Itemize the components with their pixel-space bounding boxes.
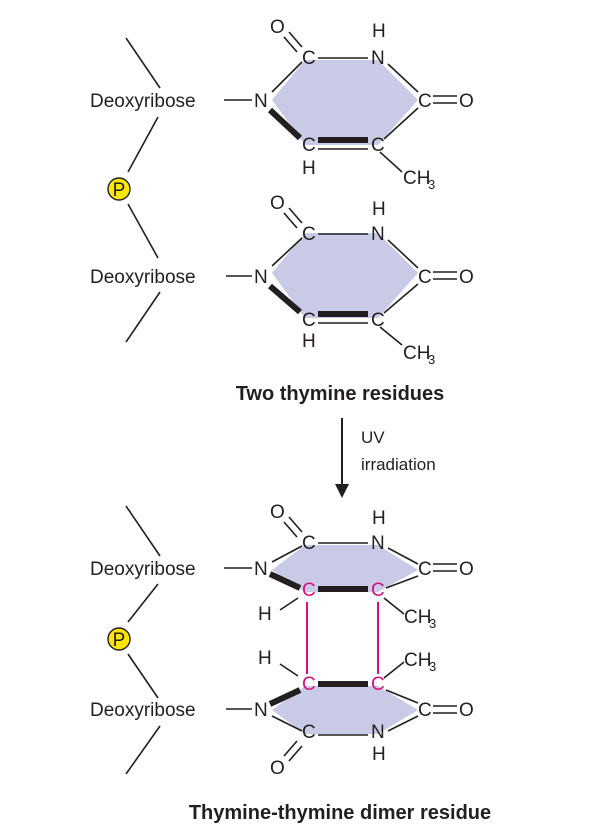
thymine-residue-1: Deoxyribose N C O N H C O C C H CH 3 (90, 17, 474, 192)
atom-c6: C (302, 135, 316, 156)
atom-c4: C (418, 267, 432, 288)
atom-c6-magenta: C (302, 674, 316, 695)
atom-c4: C (418, 700, 432, 721)
atom-c2: C (302, 48, 316, 69)
atom-c6: C (302, 310, 316, 331)
atom-h3: H (372, 508, 386, 529)
atom-c5: C (371, 135, 385, 156)
methyl-1-sub: 3 (428, 177, 435, 192)
cyclobutane-bonds (306, 602, 379, 674)
atom-o2: O (270, 17, 285, 38)
atom-n3: N (371, 224, 385, 245)
atom-n1: N (254, 267, 268, 288)
phosphate-label: P (113, 180, 126, 201)
deoxyribose-label-1: Deoxyribose (90, 91, 196, 112)
methyl-4-sub: 3 (429, 659, 436, 674)
atom-c5: C (371, 310, 385, 331)
uv-label: UV (361, 428, 385, 447)
phosphate-top: P (107, 177, 131, 201)
thymine-residue-2: Deoxyribose N C O N H C O C C H CH 3 (90, 193, 474, 367)
deoxyribose-label-3: Deoxyribose (90, 559, 196, 580)
atom-c4: C (418, 91, 432, 112)
atom-o4: O (459, 559, 474, 580)
atom-o2: O (270, 758, 285, 779)
atom-c2: C (302, 722, 316, 743)
methyl-3-ch: CH (404, 607, 431, 628)
atom-n3: N (371, 722, 385, 743)
atom-n1: N (254, 91, 268, 112)
atom-h6: H (302, 158, 316, 179)
backbone-bottom (125, 505, 161, 775)
caption-two-thymine-residues: Two thymine residues (236, 383, 445, 405)
atom-n3: N (371, 48, 385, 69)
methyl-3-sub: 3 (429, 616, 436, 631)
atom-c5-magenta: C (371, 580, 385, 601)
atom-n3: N (371, 533, 385, 554)
backbone-top (125, 37, 161, 343)
phosphate-bottom: P (107, 627, 131, 651)
atom-c4: C (418, 559, 432, 580)
atom-c2: C (302, 533, 316, 554)
caption-thymine-dimer-residue: Thymine-thymine dimer residue (189, 802, 491, 824)
methyl-1-ch: CH (403, 168, 430, 189)
irradiation-label: irradiation (361, 455, 436, 474)
atom-o4: O (459, 700, 474, 721)
atom-c5-magenta: C (371, 674, 385, 695)
atom-o4: O (459, 267, 474, 288)
atom-h3: H (372, 199, 386, 220)
atom-c2: C (302, 224, 316, 245)
methyl-2-ch: CH (403, 343, 430, 364)
methyl-4-ch: CH (404, 650, 431, 671)
atom-h6: H (302, 331, 316, 352)
atom-h3: H (372, 21, 386, 42)
atom-c6-magenta: C (302, 580, 316, 601)
atom-n1: N (254, 559, 268, 580)
atom-n1: N (254, 700, 268, 721)
methyl-2-sub: 3 (428, 352, 435, 367)
atom-o4: O (459, 91, 474, 112)
atom-h3: H (372, 744, 386, 765)
phosphate-label: P (113, 630, 126, 651)
dimer-ring-top: Deoxyribose N C O N H C O C C H CH 3 (90, 502, 474, 631)
atom-h6: H (258, 604, 272, 625)
dimer-ring-bottom: H C C CH 3 Deoxyribose N C O C O N H (90, 648, 474, 779)
uv-arrow (335, 418, 349, 498)
atom-o2: O (270, 502, 285, 523)
atom-h6: H (258, 648, 272, 669)
deoxyribose-label-4: Deoxyribose (90, 700, 196, 721)
deoxyribose-label-2: Deoxyribose (90, 267, 196, 288)
atom-o2: O (270, 193, 285, 214)
